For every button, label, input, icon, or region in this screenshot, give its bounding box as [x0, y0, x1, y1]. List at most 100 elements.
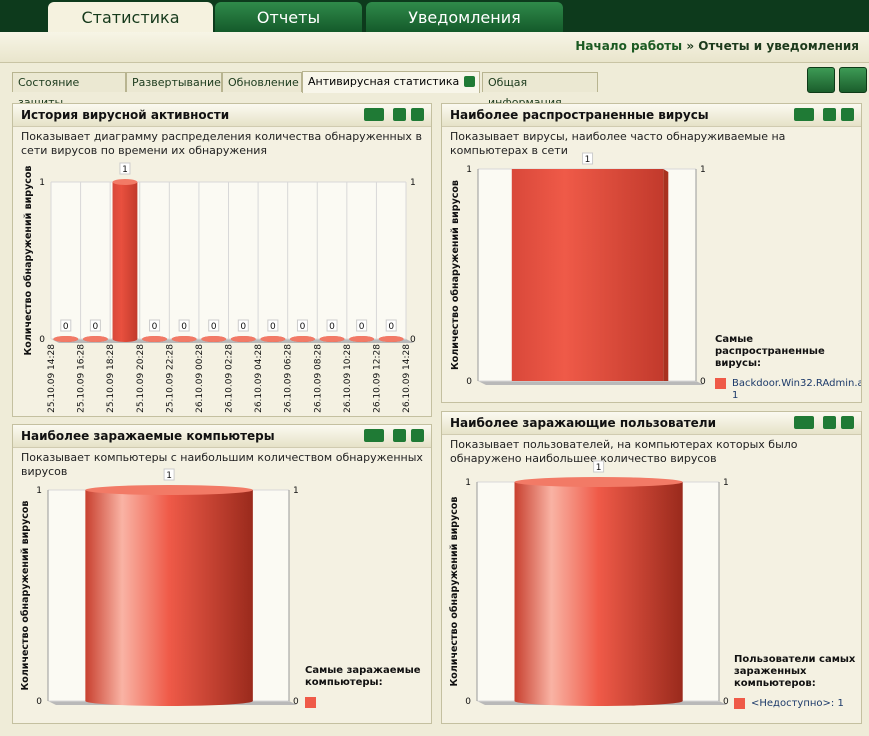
tab[interactable]: Уведомления — [366, 2, 563, 32]
data-label: 0 — [300, 322, 306, 332]
collapse-button[interactable] — [393, 108, 406, 121]
data-label-back — [582, 152, 594, 165]
chart: 0 0 1 1 Количество обнаружений вирусов 1 — [450, 152, 706, 387]
x-tick-label: 25.10.09 22:28 — [165, 344, 175, 413]
legend-label: Backdoor.Win32.RAdmin.ab: 1 — [732, 378, 862, 401]
x-tick-label: 26.10.09 08:28 — [313, 344, 323, 413]
tab[interactable]: Статистика — [48, 2, 213, 32]
bar-top — [201, 336, 227, 342]
chart: 0 0 1 1 Количество обнаружений вирусов 1 — [20, 468, 299, 707]
breadcrumb-link[interactable]: Начало работы — [575, 39, 683, 53]
panel-title: История вирусной активности — [21, 108, 230, 122]
panel-header: История вирусной активности — [13, 104, 431, 127]
panel-menu[interactable] — [411, 429, 424, 442]
panel-menu[interactable] — [411, 108, 424, 121]
subtab[interactable]: Обновление — [222, 72, 302, 92]
y-tick-label: 1 — [465, 478, 471, 488]
subtab-icon[interactable] — [464, 76, 475, 87]
data-label: 1 — [166, 471, 172, 481]
y2-tick-label: 1 — [293, 486, 299, 496]
y-tick-label: 0 — [466, 377, 472, 387]
data-label: 0 — [211, 322, 217, 332]
data-label-back — [296, 319, 308, 332]
panel-header: Наиболее распространенные вирусы — [442, 104, 861, 127]
legend-entry: Backdoor.Win32.RAdmin.ab: 1 — [715, 378, 861, 402]
bar-top — [230, 336, 256, 342]
bar — [514, 482, 683, 701]
bar-top — [85, 485, 253, 495]
x-tick-label: 26.10.09 12:28 — [372, 344, 382, 413]
print-button[interactable] — [839, 67, 867, 93]
y-tick-label: 1 — [466, 165, 472, 175]
legend-swatch — [715, 378, 726, 389]
bar-top — [82, 336, 108, 342]
data-label-back — [208, 319, 220, 332]
data-label: 0 — [93, 322, 99, 332]
y-axis-label: Количество обнаружений вирусов — [20, 501, 31, 691]
panel: 0 0 1 1 Количество обнаружений вирусов 1 Наибо… — [441, 411, 862, 724]
subtab[interactable]: Состояние защиты — [12, 72, 126, 109]
bar-top — [142, 336, 167, 342]
panel-menu[interactable] — [841, 108, 854, 121]
data-label-back — [60, 319, 72, 332]
view-toggle[interactable] — [794, 416, 814, 429]
x-tick-label: 26.10.09 06:28 — [284, 344, 294, 413]
bar — [511, 169, 664, 381]
collapse-button[interactable] — [823, 416, 836, 429]
bar-top — [349, 336, 375, 342]
data-label-back — [119, 162, 131, 175]
data-label: 1 — [122, 165, 128, 175]
subtab-active[interactable]: Антивирусная статистика — [302, 71, 480, 93]
tab[interactable]: Отчеты — [215, 2, 362, 32]
panel-menu[interactable] — [841, 416, 854, 429]
data-label: 0 — [240, 322, 246, 332]
data-label-back — [237, 319, 249, 332]
legend-title: Самые распространенные вирусы: — [715, 334, 825, 369]
data-label: 0 — [152, 322, 158, 332]
legend-title: Пользователи самых зараженных компьютеро… — [734, 654, 856, 689]
x-tick-label: 25.10.09 20:28 — [136, 344, 146, 413]
breadcrumb-bar: Начало работы » Отчеты и уведомления — [0, 32, 869, 63]
y-tick-label: 0 — [465, 697, 471, 707]
legend-label: <Недоступно>: 1 — [751, 698, 844, 709]
x-tick-label: 26.10.09 02:28 — [225, 344, 235, 413]
legend: Самые распространенные вирусы: Backdoor.W… — [715, 334, 861, 402]
floor — [478, 381, 704, 385]
y2-tick-label: 0 — [293, 697, 299, 707]
y-axis-label: Количество обнаружений вирусов — [23, 166, 34, 356]
bar-top — [53, 336, 79, 342]
view-toggle[interactable] — [364, 108, 384, 121]
view-toggle[interactable] — [364, 429, 384, 442]
panel-description: Показывает диаграмму распределения колич… — [21, 130, 422, 157]
y-tick-label: 1 — [36, 486, 42, 496]
bar-top — [514, 477, 683, 487]
x-tick-label: 25.10.09 14:28 — [47, 344, 57, 413]
data-label-back — [178, 319, 190, 332]
collapse-button[interactable] — [823, 108, 836, 121]
y-tick-label: 0 — [39, 335, 45, 345]
panel-description: Показывает пользователей, на компьютерах… — [450, 438, 798, 465]
x-tick-label: 25.10.09 18:28 — [106, 344, 116, 413]
y-tick-label: 1 — [39, 178, 45, 188]
subtab[interactable]: Развертывание — [126, 72, 222, 92]
legend-swatch — [305, 697, 316, 708]
collapse-button[interactable] — [393, 429, 406, 442]
view-toggle[interactable] — [794, 108, 814, 121]
settings-button[interactable] — [807, 67, 835, 93]
bar — [112, 182, 138, 339]
data-label: 0 — [329, 322, 335, 332]
y2-tick-label: 0 — [700, 377, 706, 387]
subtab[interactable]: Общая информация — [482, 72, 598, 109]
data-label-back — [593, 460, 605, 473]
y2-tick-label: 0 — [410, 335, 416, 345]
y2-tick-label: 1 — [723, 478, 729, 488]
data-label: 0 — [181, 322, 187, 332]
panel: 0 0 1 1 Количество обнаружений вирусов 1 Наибо… — [12, 424, 432, 724]
x-tick-label: 26.10.09 10:28 — [343, 344, 353, 413]
panel-description: Показывает компьютеры с наибольшим колич… — [21, 451, 423, 478]
panel: 0 0 1 1 Количество обнаружений вирусов 1 Наибо… — [441, 103, 862, 403]
data-label-back — [267, 319, 279, 332]
legend-entry: <Недоступно>: 1 — [734, 698, 861, 710]
data-label-back — [356, 319, 368, 332]
